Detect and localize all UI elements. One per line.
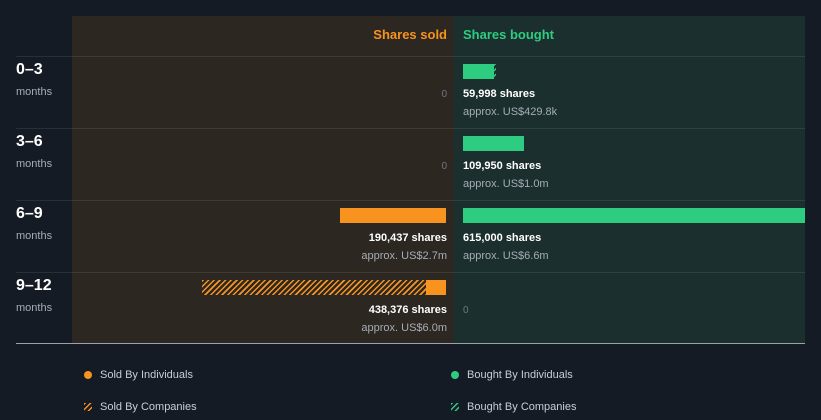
legend-sold-individuals: Sold By Individuals <box>84 369 193 381</box>
sold-shares-text: 438,376 shares <box>368 304 447 316</box>
bought-approx-text: approx. US$429.8k <box>463 106 558 118</box>
legend-sold-companies: Sold By Companies <box>84 401 197 413</box>
row-divider <box>16 272 805 273</box>
bought-shares-text: 59,998 shares <box>463 88 536 100</box>
bar-sold-individuals <box>425 280 446 295</box>
bar-bought-individuals <box>463 64 495 79</box>
legend-bought-individuals: Bought By Individuals <box>451 369 573 381</box>
legend-bought-companies: Bought By Companies <box>451 401 576 413</box>
row-divider <box>16 128 805 129</box>
legend-label: Bought By Companies <box>467 401 577 413</box>
baseline <box>16 343 805 344</box>
green-hatch-icon <box>451 403 459 411</box>
period-unit: months <box>16 86 53 98</box>
bought-shares-text: 615,000 shares <box>463 232 542 244</box>
period-label: 3–6 <box>16 133 43 150</box>
period-unit: months <box>16 302 53 314</box>
orange-dot-icon <box>84 371 92 379</box>
bought-zero: 0 <box>463 305 469 316</box>
bought-approx-text: approx. US$1.0m <box>463 178 549 190</box>
legend-label: Sold By Individuals <box>100 369 193 381</box>
legend-label: Sold By Companies <box>100 401 197 413</box>
shares-bought-header: Shares bought <box>463 27 555 42</box>
period-unit: months <box>16 230 53 242</box>
sold-shares-text: 190,437 shares <box>368 232 447 244</box>
row-divider <box>16 56 805 57</box>
sold-approx-text: approx. US$6.0m <box>361 322 447 334</box>
bar-bought-individuals <box>463 136 525 151</box>
bought-approx-text: approx. US$6.6m <box>463 250 549 262</box>
bar-sold-companies <box>202 280 426 295</box>
period-unit: months <box>16 158 53 170</box>
bought-panel <box>454 16 805 343</box>
sold-zero: 0 <box>441 161 447 172</box>
period-label: 0–3 <box>16 61 43 78</box>
sold-approx-text: approx. US$2.7m <box>361 250 447 262</box>
legend-label: Bought By Individuals <box>467 369 573 381</box>
green-dot-icon <box>451 371 459 379</box>
period-label: 9–12 <box>16 277 52 294</box>
bought-shares-text: 109,950 shares <box>463 160 542 172</box>
orange-hatch-icon <box>84 403 92 411</box>
shares-sold-header: Shares sold <box>373 27 447 42</box>
bar-bought-individuals <box>463 208 805 223</box>
bar-bought-companies <box>494 64 497 79</box>
bar-sold-individuals <box>340 208 446 223</box>
period-label: 6–9 <box>16 205 43 222</box>
sold-zero: 0 <box>441 89 447 100</box>
row-divider <box>16 200 805 201</box>
